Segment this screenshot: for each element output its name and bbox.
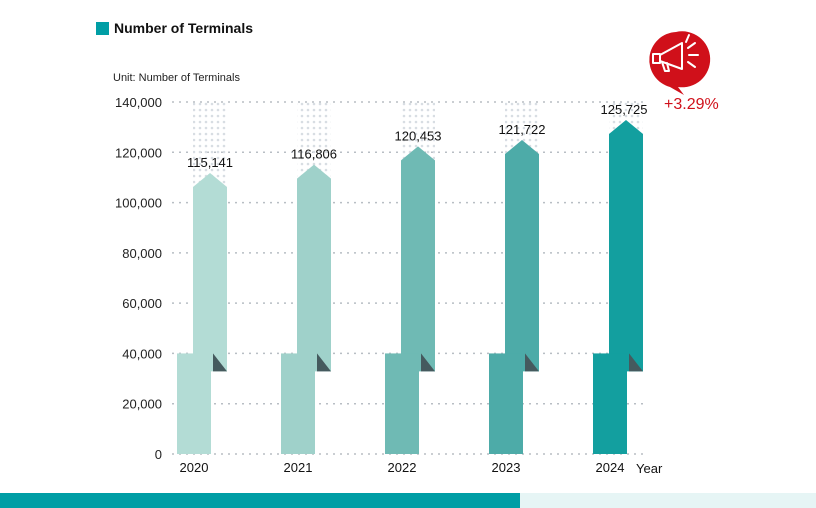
bar-upper-2020 — [193, 173, 227, 372]
bar-lower-2020 — [177, 353, 211, 454]
y-tick-label: 40,000 — [122, 346, 162, 361]
megaphone-badge: +3.29% — [649, 31, 719, 113]
bar-upper-2022 — [401, 146, 435, 372]
bar-lower-2023 — [489, 353, 523, 454]
x-tick-label: 2021 — [284, 460, 313, 475]
x-axis-label: Year — [636, 461, 663, 476]
y-tick-label: 140,000 — [115, 95, 162, 110]
value-label: 120,453 — [395, 128, 442, 143]
chart-title-text: Number of Terminals — [114, 20, 253, 36]
bar-upper-2023 — [505, 140, 539, 372]
bar-fold — [317, 353, 331, 372]
value-labels: 115,141 116,806 120,453 121,722 125,725 — [187, 102, 648, 170]
value-label: 121,722 — [499, 122, 546, 137]
x-tick-label: 2024 — [596, 460, 625, 475]
gridlines — [172, 101, 645, 455]
value-label: 125,725 — [601, 102, 648, 117]
title-marker-icon — [96, 21, 109, 35]
x-tick-label: 2023 — [492, 460, 521, 475]
bar-lower-2022 — [385, 353, 419, 454]
bar-fold — [525, 353, 539, 372]
y-tick-label: 80,000 — [122, 246, 162, 261]
y-axis: 0 20,000 40,000 60,000 80,000 100,000 120,000 1… — [115, 95, 162, 462]
value-label: 116,806 — [291, 147, 337, 162]
bar-upper-2024 — [609, 120, 643, 372]
bar-background-pattern — [193, 102, 227, 187]
unit-label: Unit: Number of Terminals — [113, 72, 240, 84]
bar-fold — [213, 353, 227, 372]
y-tick-label: 0 — [155, 447, 162, 462]
megaphone-icon — [649, 31, 711, 95]
bar-fold — [629, 353, 643, 372]
y-tick-label: 100,000 — [115, 196, 162, 211]
footer-accent-bar — [0, 493, 540, 508]
bar-lower-2024 — [593, 353, 627, 454]
y-tick-label: 60,000 — [122, 296, 162, 311]
bar-fold — [421, 353, 435, 372]
value-label: 115,141 — [187, 155, 233, 170]
y-tick-label: 120,000 — [115, 145, 162, 160]
x-tick-label: 2022 — [388, 460, 417, 475]
x-axis: 2020 2021 2022 2023 2024 Year — [180, 460, 663, 476]
y-tick-label: 20,000 — [122, 397, 162, 412]
bars — [177, 102, 643, 454]
bar-lower-2021 — [281, 353, 315, 454]
growth-annotation: +3.29% — [664, 96, 719, 113]
x-tick-label: 2020 — [180, 460, 209, 475]
bar-upper-2021 — [297, 164, 331, 372]
footer-light-bar — [520, 493, 816, 508]
chart-title: Number of Terminals — [96, 20, 253, 36]
